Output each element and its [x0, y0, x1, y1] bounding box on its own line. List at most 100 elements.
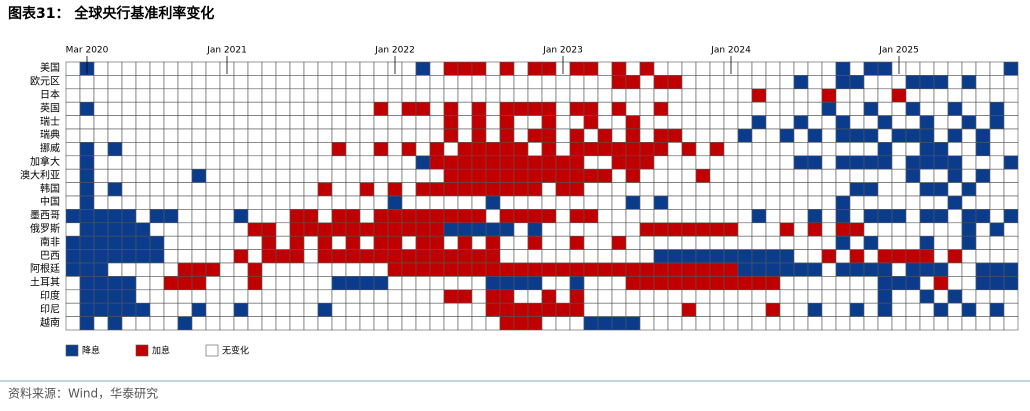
heat-cell — [415, 249, 431, 264]
heat-cell — [989, 302, 1005, 317]
heat-cell — [709, 276, 725, 291]
heat-cell — [639, 75, 655, 90]
heat-cell — [79, 222, 95, 237]
heat-cell — [205, 235, 221, 250]
legend-label: 无变化 — [222, 345, 249, 357]
heat-cell — [331, 222, 347, 237]
heat-cell — [443, 249, 459, 264]
heat-cell — [373, 128, 389, 143]
heat-cell — [317, 249, 333, 264]
heat-cell — [303, 168, 319, 183]
heat-cell — [513, 128, 529, 143]
heat-cell — [919, 222, 935, 237]
heat-cell — [709, 316, 725, 331]
heat-cell — [919, 249, 935, 264]
heat-cell — [275, 88, 291, 103]
heat-cell — [65, 155, 81, 170]
heat-cell — [303, 61, 319, 76]
heat-cell — [177, 302, 193, 317]
heat-cell — [527, 75, 543, 90]
heat-cell — [611, 222, 627, 237]
heat-cell — [779, 155, 795, 170]
heat-cell — [79, 302, 95, 317]
heat-cell — [695, 101, 711, 116]
heat-cell — [471, 142, 487, 157]
heat-cell — [821, 88, 837, 103]
heat-cell — [793, 115, 809, 130]
heat-cell — [121, 195, 137, 210]
heat-cell — [457, 249, 473, 264]
heat-cell — [541, 302, 557, 317]
heat-cell — [625, 289, 641, 304]
heat-cell — [317, 142, 333, 157]
heat-cell — [513, 168, 529, 183]
heat-cell — [709, 101, 725, 116]
heat-cell — [205, 302, 221, 317]
heat-cell — [387, 88, 403, 103]
heat-cell — [975, 289, 991, 304]
heat-cell — [79, 262, 95, 277]
heat-cell — [611, 302, 627, 317]
heat-cell — [583, 209, 599, 224]
heat-cell — [233, 88, 249, 103]
heat-cell — [317, 101, 333, 116]
heat-cell — [541, 276, 557, 291]
heat-cell — [219, 222, 235, 237]
heat-cell — [849, 75, 865, 90]
heat-cell — [877, 276, 893, 291]
heat-cell — [261, 276, 277, 291]
heat-cell — [723, 249, 739, 264]
heat-cell — [373, 316, 389, 331]
heat-cell — [695, 115, 711, 130]
heat-cell — [373, 142, 389, 157]
heat-cell — [737, 128, 753, 143]
heat-cell — [429, 155, 445, 170]
heat-cell — [821, 262, 837, 277]
heat-cell — [681, 75, 697, 90]
heat-cell — [499, 182, 515, 197]
heat-cell — [653, 262, 669, 277]
heat-cell — [541, 101, 557, 116]
heat-cell — [555, 182, 571, 197]
heat-cell — [667, 235, 683, 250]
heat-cell — [947, 289, 963, 304]
heat-cell — [387, 75, 403, 90]
heat-cell — [975, 182, 991, 197]
heat-cell — [135, 316, 151, 331]
heat-cell — [695, 128, 711, 143]
heat-cell — [93, 195, 109, 210]
source-note: 资料来源：Wind，华泰研究 — [8, 386, 158, 401]
heat-cell — [401, 142, 417, 157]
heat-cell — [583, 115, 599, 130]
heat-cell — [65, 168, 81, 183]
heat-cell — [863, 222, 879, 237]
heat-cell — [569, 115, 585, 130]
heat-cell — [163, 142, 179, 157]
heat-cell — [233, 262, 249, 277]
heat-cell — [807, 61, 823, 76]
heat-cell — [961, 235, 977, 250]
heat-cell — [527, 302, 543, 317]
heat-cell — [373, 249, 389, 264]
heat-cell — [835, 289, 851, 304]
heat-cell — [583, 182, 599, 197]
heat-cell — [583, 249, 599, 264]
heat-cell — [597, 195, 613, 210]
heat-cell — [989, 128, 1005, 143]
heat-cell — [149, 142, 165, 157]
heat-cell — [541, 222, 557, 237]
heat-cell — [821, 101, 837, 116]
heat-cell — [205, 75, 221, 90]
heat-cell — [331, 142, 347, 157]
heat-cell — [667, 316, 683, 331]
heat-cell — [751, 101, 767, 116]
heat-cell — [765, 88, 781, 103]
heat-cell — [443, 182, 459, 197]
heat-cell — [611, 209, 627, 224]
heat-cell — [625, 88, 641, 103]
heat-cell — [135, 88, 151, 103]
heat-cell — [541, 316, 557, 331]
heat-cell — [149, 101, 165, 116]
heat-cell — [919, 262, 935, 277]
heat-cell — [905, 88, 921, 103]
